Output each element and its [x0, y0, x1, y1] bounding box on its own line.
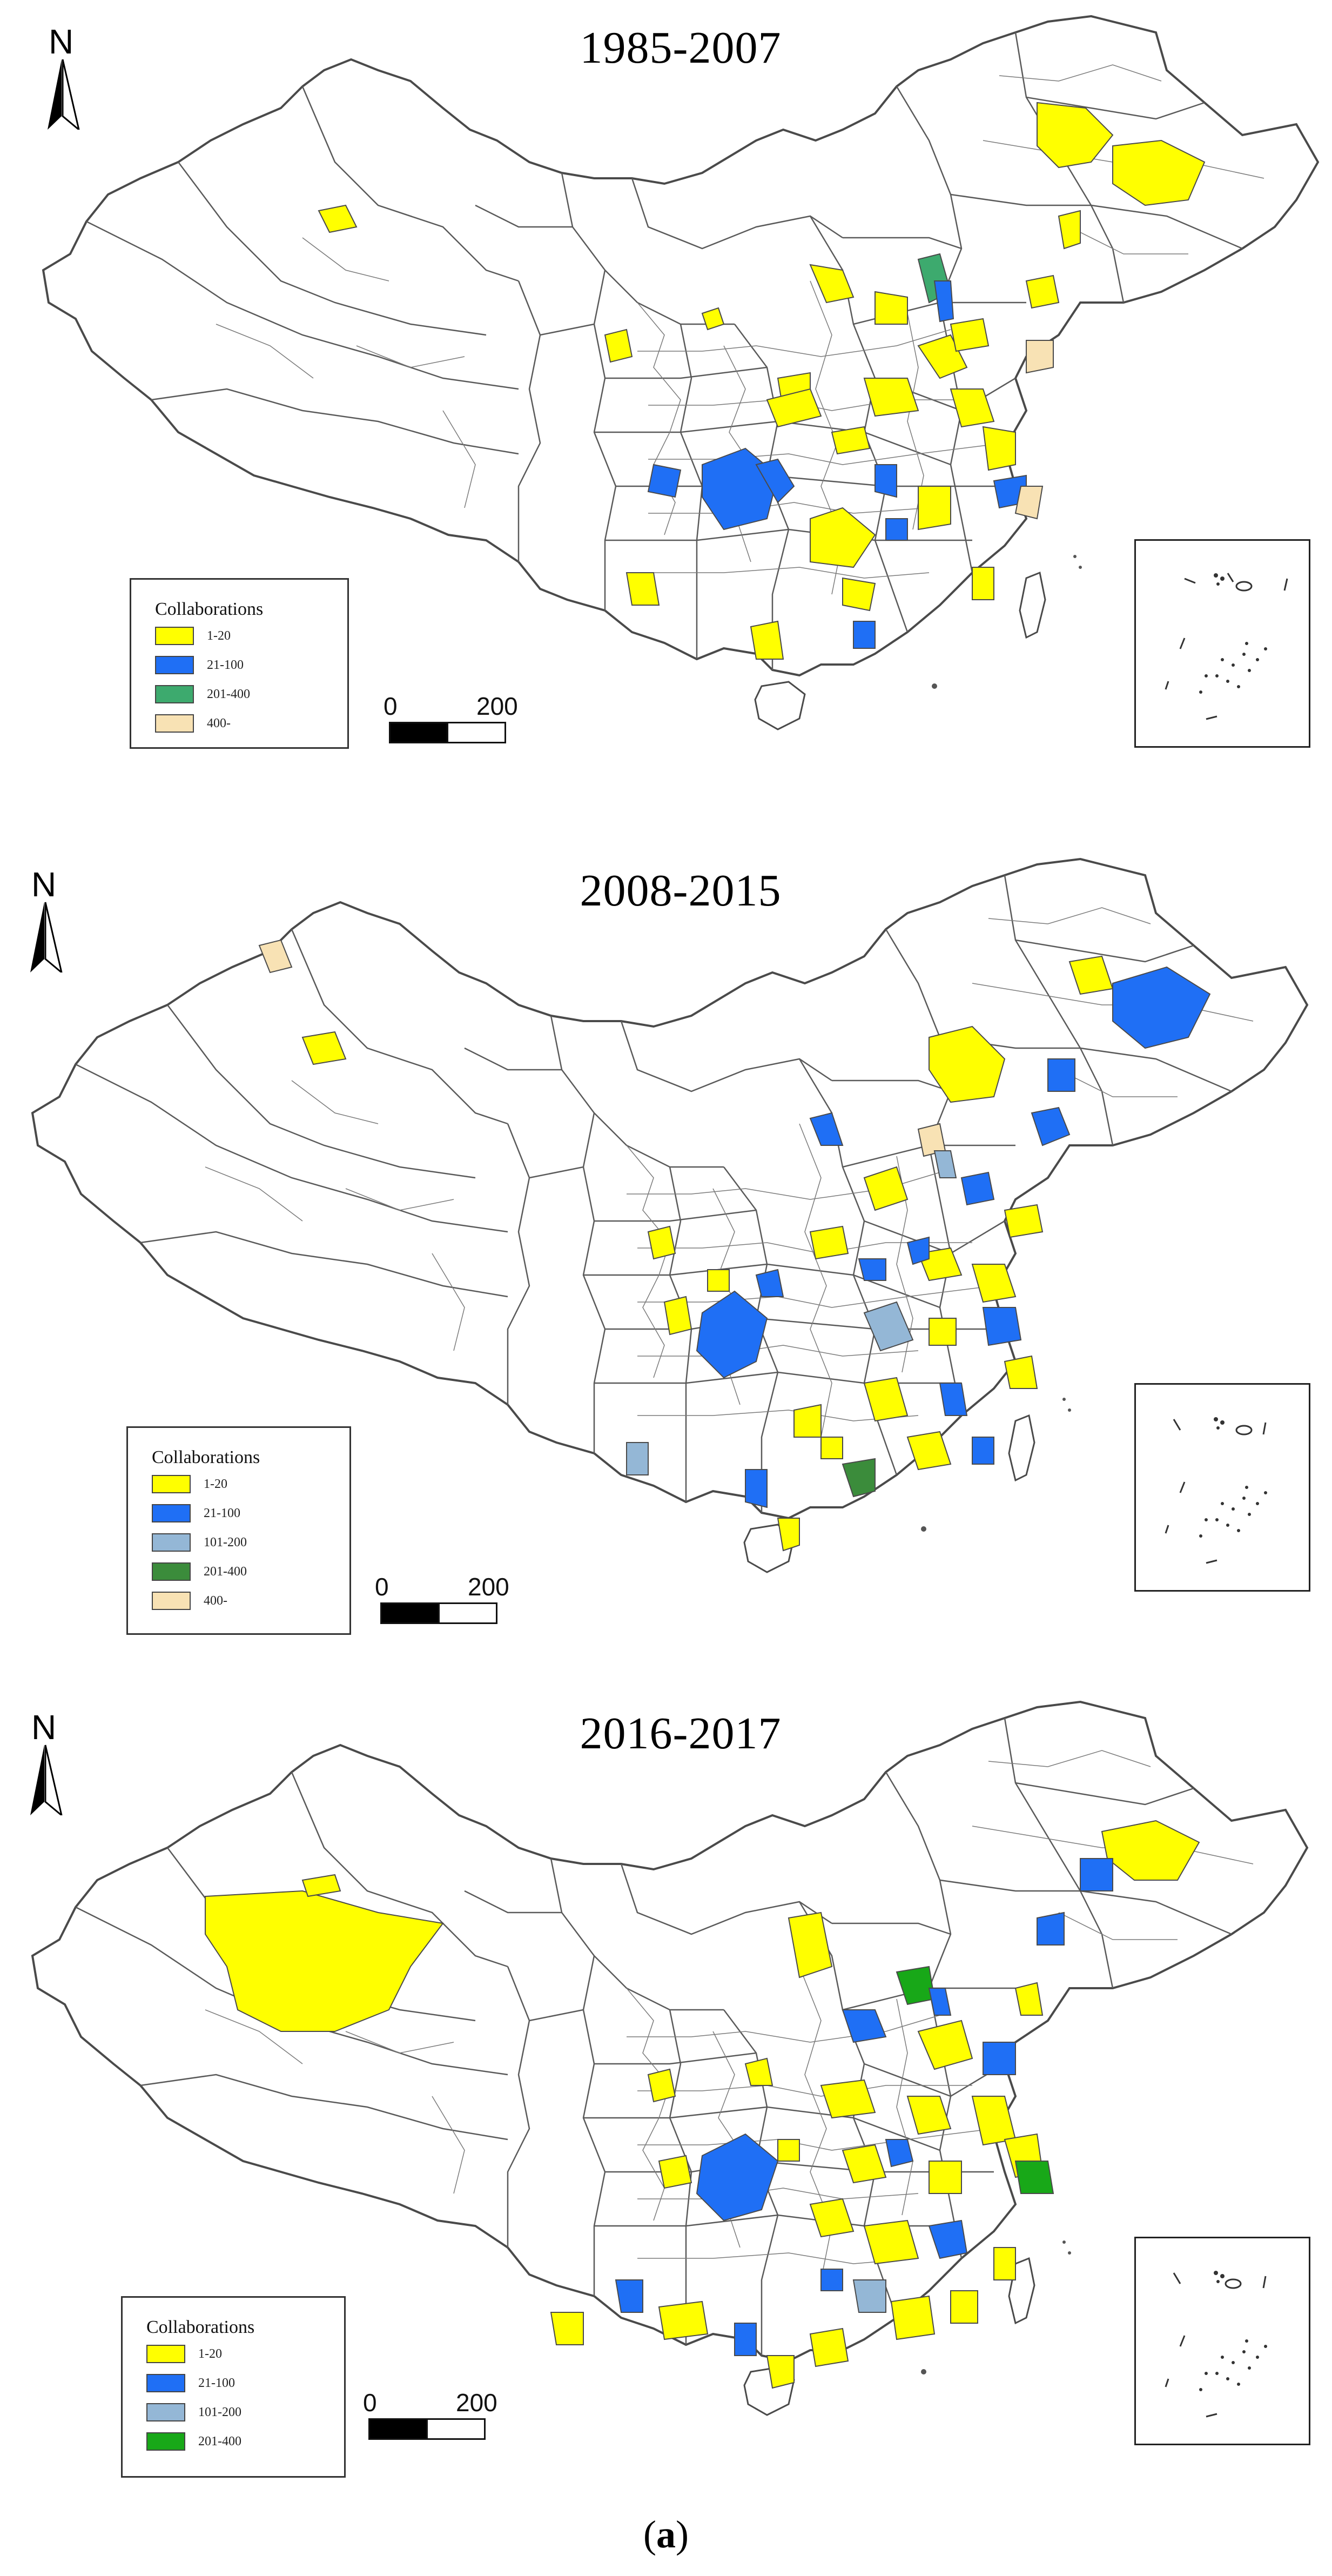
legend-label: 21-100	[198, 2376, 235, 2390]
legend-item: 201-400	[146, 2432, 241, 2451]
scale-end-label: 200	[456, 2389, 497, 2417]
legend-item: 101-200	[146, 2403, 241, 2422]
legend-title: Collaborations	[146, 2317, 255, 2337]
caption-letter: a	[656, 2513, 676, 2556]
legend-label: 400-	[207, 716, 231, 730]
legend-swatch	[146, 2403, 185, 2421]
legend-item: 201-400	[155, 685, 250, 704]
legend-item: 101-200	[152, 1533, 247, 1552]
legend-item: 21-100	[155, 655, 244, 675]
figure-caption: (a)	[0, 2512, 1332, 2557]
china-map	[42, 15, 1319, 730]
south-china-sea-inset	[1134, 2237, 1310, 2445]
caption-open: (	[643, 2513, 656, 2556]
china-map	[31, 1701, 1308, 2416]
legend-swatch	[146, 2374, 185, 2392]
legend-swatch	[152, 1562, 191, 1581]
legend-swatch	[152, 1504, 191, 1522]
legend-item: 21-100	[152, 1504, 240, 1523]
scale-bar: 0 200	[375, 1572, 509, 1632]
north-arrow: N	[19, 864, 73, 972]
scale-start-label: 0	[375, 1573, 389, 1601]
legend-swatch	[155, 685, 194, 703]
scale-end-label: 200	[468, 1573, 509, 1601]
legend-swatch	[152, 1475, 191, 1493]
map-panel-2008-2015: 2008-2015 N Collaborations 1-20 21-100 1…	[0, 843, 1332, 1686]
scale-bar-white	[447, 722, 506, 743]
scale-bar-black	[380, 1602, 440, 1624]
period-title: 1985-2007	[580, 23, 782, 73]
inset-islands	[1165, 2271, 1267, 2418]
legend-swatch	[155, 627, 194, 645]
legend-swatch	[155, 656, 194, 674]
legend-label: 21-100	[207, 658, 244, 672]
map-panel-2016-2017: 2016-2017 N Collaborations 1-20 21-100 1…	[0, 1686, 1332, 2528]
scale-end-label: 200	[476, 692, 518, 720]
region-fills	[258, 939, 1211, 1552]
legend-label: 1-20	[207, 628, 231, 643]
scale-bar: 0 200	[363, 2388, 497, 2447]
legend-swatch	[146, 2432, 185, 2451]
legend-label: 201-400	[198, 2434, 241, 2448]
legend: Collaborations 1-20 21-100 101-200 201-4…	[121, 2296, 346, 2478]
north-arrow-icon	[30, 902, 63, 972]
legend-swatch	[152, 1592, 191, 1610]
legend-item: 1-20	[146, 2344, 222, 2364]
north-arrow: N	[19, 1707, 73, 1815]
scale-bar-black	[368, 2418, 428, 2440]
legend-label: 400-	[204, 1593, 227, 1608]
legend-label: 101-200	[198, 2405, 241, 2419]
map-panel-1985-2007: 1985-2007 N Collaborations 1-20 21-100 2…	[0, 0, 1332, 843]
scale-bar-black	[389, 722, 448, 743]
legend-label: 101-200	[204, 1535, 247, 1549]
legend-item: 1-20	[152, 1474, 227, 1494]
legend-title: Collaborations	[155, 599, 264, 619]
scale-start-label: 0	[384, 692, 398, 720]
north-label: N	[49, 22, 74, 61]
inset-islands	[1165, 573, 1288, 720]
china-map	[31, 858, 1308, 1573]
scale-start-label: 0	[363, 2389, 377, 2417]
south-china-sea-inset	[1134, 539, 1310, 748]
caption-close: )	[676, 2513, 689, 2556]
north-arrow: N	[37, 22, 91, 130]
legend-item: 21-100	[146, 2373, 235, 2393]
region-fills	[318, 102, 1206, 660]
inset-islands	[1165, 1417, 1267, 1564]
legend: Collaborations 1-20 21-100 201-400 400-	[130, 578, 349, 749]
legend-item: 201-400	[152, 1562, 247, 1581]
north-label: N	[31, 865, 57, 904]
legend-item: 400-	[152, 1591, 227, 1611]
south-china-sea-inset	[1134, 1383, 1310, 1592]
scale-bar-white	[438, 1602, 497, 1624]
legend-label: 1-20	[204, 1477, 227, 1491]
legend-item: 400-	[155, 714, 231, 733]
legend-title: Collaborations	[152, 1447, 260, 1467]
legend-item: 1-20	[155, 626, 231, 646]
legend-label: 201-400	[207, 687, 250, 701]
legend-swatch	[146, 2345, 185, 2363]
legend-swatch	[155, 714, 194, 733]
north-arrow-icon	[30, 1745, 63, 1815]
legend-label: 201-400	[204, 1564, 247, 1579]
north-arrow-icon	[48, 59, 80, 130]
north-label: N	[31, 1708, 57, 1747]
scale-bar: 0 200	[384, 692, 518, 751]
region-fills	[205, 1820, 1200, 2389]
scale-bar-white	[426, 2418, 486, 2440]
legend-label: 1-20	[198, 2346, 222, 2361]
period-title: 2008-2015	[580, 866, 782, 916]
legend: Collaborations 1-20 21-100 101-200 201-4…	[126, 1426, 351, 1635]
period-title: 2016-2017	[580, 1708, 782, 1759]
legend-swatch	[152, 1533, 191, 1552]
legend-label: 21-100	[204, 1506, 240, 1520]
